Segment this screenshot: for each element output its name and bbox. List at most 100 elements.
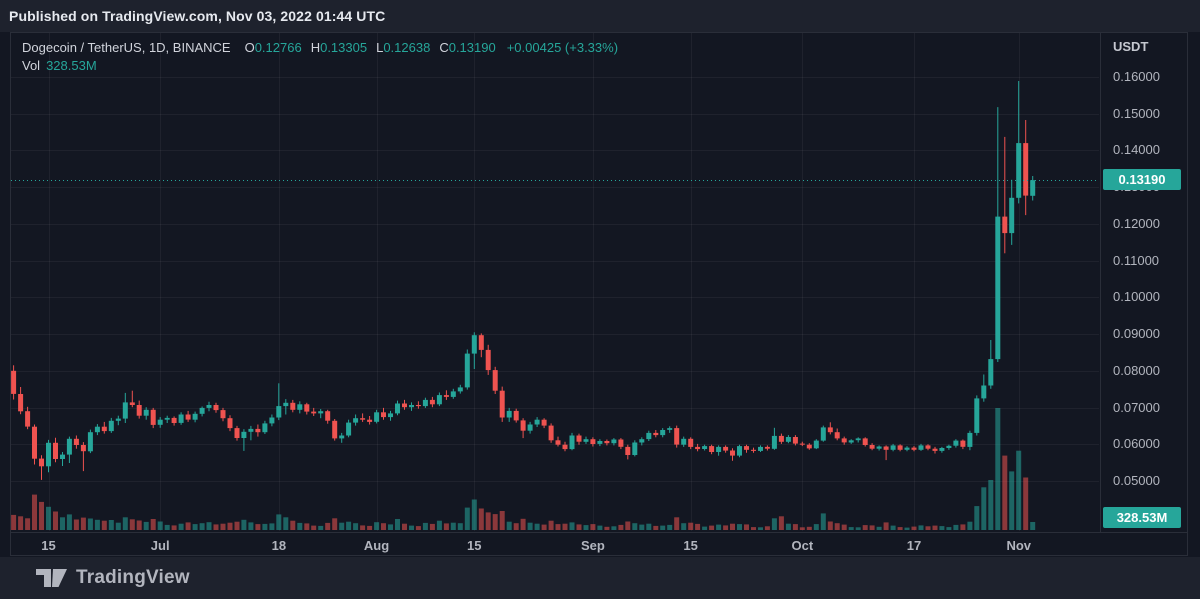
candle-body	[820, 427, 826, 441]
price-tick-label: 0.11000	[1113, 252, 1160, 268]
candle-body	[409, 405, 414, 408]
symbol-title[interactable]: Dogecoin / TetherUS, 1D, BINANCE	[22, 40, 231, 55]
volume-bar	[1002, 455, 1008, 530]
price-tick-label: 0.06000	[1113, 436, 1160, 452]
time-tick-label: 18	[271, 538, 287, 553]
candle-body	[799, 443, 805, 445]
candle-body	[653, 432, 659, 436]
volume-bar	[995, 408, 1001, 530]
candle-body	[471, 335, 477, 354]
volume-bar	[325, 522, 331, 530]
candle-body	[953, 440, 959, 446]
candle-body	[981, 385, 987, 399]
tradingview-brand-text[interactable]: TradingView	[76, 567, 190, 588]
candle-body	[513, 410, 519, 421]
volume-bar	[569, 522, 575, 530]
candle-body	[443, 395, 449, 397]
volume-bar	[318, 525, 324, 530]
volume-bar	[108, 520, 114, 530]
candle-body	[876, 446, 882, 449]
price-tick-label: 0.10000	[1113, 289, 1160, 305]
time-tick-label: Aug	[363, 538, 390, 553]
candle-body	[583, 439, 589, 442]
candle-body	[185, 414, 191, 420]
volume-bar	[883, 522, 889, 530]
volume-bar	[967, 521, 973, 530]
volume-bar	[653, 525, 659, 530]
volume-bar	[764, 526, 770, 530]
candle-body	[25, 411, 31, 427]
volume-bar	[841, 524, 847, 530]
volume-bar	[527, 522, 533, 530]
volume-bar	[381, 523, 386, 530]
candle-body	[1030, 180, 1036, 196]
volume-bar	[248, 522, 254, 530]
tradingview-logo-icon[interactable]	[36, 569, 68, 587]
candle-body	[925, 445, 931, 449]
volume-bar	[220, 523, 226, 530]
price-axis[interactable]	[1100, 32, 1188, 532]
candle-body	[534, 419, 540, 425]
volume-bar	[758, 527, 763, 530]
volume-bar	[339, 522, 345, 530]
volume-bar	[115, 522, 121, 530]
candle-body	[562, 444, 568, 450]
volume-bar	[206, 522, 212, 530]
candle-body	[520, 420, 526, 431]
candle-body	[639, 439, 645, 443]
candle-body	[778, 435, 784, 442]
volume-bar	[255, 524, 261, 530]
volume-bar	[562, 523, 568, 530]
volume-bar	[46, 506, 51, 530]
volume-bar	[520, 518, 526, 530]
volume-bar	[311, 525, 317, 530]
candle-body	[967, 432, 973, 447]
candle-body	[730, 450, 735, 456]
candle-body	[758, 446, 763, 451]
published-text: Published on TradingView.com, Nov 03, 20…	[9, 8, 386, 24]
volume-bar	[464, 507, 470, 530]
candle-body	[402, 403, 407, 408]
volume-bar	[932, 525, 938, 530]
candle-body	[1009, 197, 1015, 234]
candle-body	[290, 402, 296, 410]
volume-bar	[450, 522, 456, 530]
time-tick-label: Jul	[150, 538, 170, 553]
candle-body	[360, 418, 366, 420]
candle-body	[737, 446, 742, 456]
volume-bar	[304, 523, 310, 530]
candle-body	[346, 422, 352, 436]
time-tick-label: Nov	[1006, 538, 1031, 553]
candle-body	[115, 418, 121, 421]
candle-body	[325, 411, 331, 421]
volume-bar	[674, 517, 680, 530]
candle-body	[541, 419, 547, 426]
time-axis[interactable]	[10, 532, 1188, 556]
volume-bar	[241, 519, 247, 530]
candle-body	[353, 418, 359, 423]
volume-bar	[541, 524, 547, 530]
volume-bar	[409, 525, 414, 530]
volume-bar	[785, 523, 791, 530]
candle-body	[136, 405, 142, 416]
volume-bar	[66, 514, 72, 530]
volume-bar	[1016, 450, 1022, 530]
volume-bar	[164, 524, 170, 530]
candle-body	[485, 349, 491, 371]
volume-bar	[429, 523, 435, 530]
candle-body	[904, 447, 910, 450]
candle-body	[611, 439, 617, 444]
candle-body	[499, 390, 505, 418]
candle-body	[199, 407, 205, 414]
volume-bar	[360, 525, 366, 530]
candle-body	[129, 402, 135, 405]
candle-body	[827, 427, 833, 433]
volume-bar	[80, 517, 86, 530]
volume-bar	[234, 521, 240, 530]
ohlc-low: L0.12638	[376, 40, 431, 55]
last-price-badge: 0.13190	[1103, 169, 1181, 190]
candle-body	[388, 413, 393, 418]
volume-bar	[862, 525, 868, 530]
candle-body	[897, 445, 903, 450]
